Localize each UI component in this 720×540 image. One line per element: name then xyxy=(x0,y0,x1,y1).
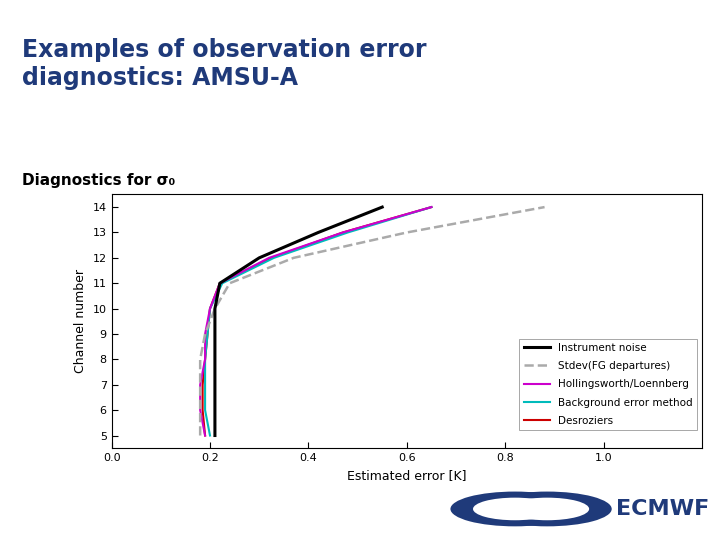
Stdev(FG departures) xyxy=(402,229,411,235)
Instrument noise xyxy=(314,229,323,235)
Instrument noise xyxy=(210,432,219,438)
Stdev(FG departures) xyxy=(540,204,549,210)
Instrument noise xyxy=(210,356,219,363)
X-axis label: Estimated error [K]: Estimated error [K] xyxy=(347,469,467,482)
Instrument noise xyxy=(215,280,224,286)
Hollingsworth/Loennberg xyxy=(265,254,274,261)
Desroziers xyxy=(201,432,210,438)
Stdev(FG departures) xyxy=(225,280,234,286)
Stdev(FG departures) xyxy=(196,356,204,363)
Instrument noise xyxy=(210,407,219,414)
Desroziers xyxy=(198,381,207,388)
Hollingsworth/Loennberg xyxy=(196,407,204,414)
Line: Stdev(FG departures): Stdev(FG departures) xyxy=(200,207,544,435)
Hollingsworth/Loennberg xyxy=(201,330,210,337)
Line: Background error method: Background error method xyxy=(205,207,431,435)
Text: Examples of observation error
diagnostics: AMSU-A: Examples of observation error diagnostic… xyxy=(22,38,426,90)
Stdev(FG departures) xyxy=(196,407,204,414)
Desroziers xyxy=(206,305,215,312)
Background error method xyxy=(206,305,215,312)
Desroziers xyxy=(198,407,207,414)
Y-axis label: Channel number: Channel number xyxy=(74,269,87,373)
Circle shape xyxy=(473,498,557,520)
Stdev(FG departures) xyxy=(201,330,210,337)
Desroziers xyxy=(338,229,347,235)
Background error method xyxy=(203,330,212,337)
Stdev(FG departures) xyxy=(196,381,204,388)
Hollingsworth/Loennberg xyxy=(206,305,215,312)
Background error method xyxy=(201,356,210,363)
Background error method xyxy=(427,204,436,210)
Line: Instrument noise: Instrument noise xyxy=(215,207,382,435)
Instrument noise xyxy=(210,305,219,312)
Circle shape xyxy=(451,491,580,526)
Circle shape xyxy=(482,491,612,526)
Desroziers xyxy=(267,254,276,261)
Line: Desroziers: Desroziers xyxy=(202,207,431,435)
Polygon shape xyxy=(482,500,534,540)
Text: Diagnostics for σ₀: Diagnostics for σ₀ xyxy=(22,173,175,188)
Instrument noise xyxy=(378,204,387,210)
Hollingsworth/Loennberg xyxy=(201,432,210,438)
Desroziers xyxy=(201,356,210,363)
Instrument noise xyxy=(210,381,219,388)
Background error method xyxy=(201,381,210,388)
Hollingsworth/Loennberg xyxy=(338,229,347,235)
Background error method xyxy=(270,254,279,261)
Hollingsworth/Loennberg xyxy=(215,280,224,286)
Instrument noise xyxy=(210,330,219,337)
Stdev(FG departures) xyxy=(196,432,204,438)
Desroziers xyxy=(203,330,212,337)
Text: ECMWF: ECMWF xyxy=(616,499,710,519)
Stdev(FG departures) xyxy=(289,254,298,261)
Background error method xyxy=(201,407,210,414)
Hollingsworth/Loennberg xyxy=(201,356,210,363)
Stdev(FG departures) xyxy=(210,305,219,312)
Hollingsworth/Loennberg xyxy=(427,204,436,210)
Circle shape xyxy=(505,498,589,520)
Desroziers xyxy=(215,280,224,286)
Desroziers xyxy=(427,204,436,210)
Legend: Instrument noise, Stdev(FG departures), Hollingsworth/Loennberg, Background erro: Instrument noise, Stdev(FG departures), … xyxy=(519,339,697,430)
Line: Hollingsworth/Loennberg: Hollingsworth/Loennberg xyxy=(200,207,431,435)
Background error method xyxy=(218,280,227,286)
Hollingsworth/Loennberg xyxy=(196,381,204,388)
Background error method xyxy=(343,229,352,235)
Background error method xyxy=(206,432,215,438)
Instrument noise xyxy=(255,254,264,261)
Text: NWP SAF training course 2016: Observation errors: NWP SAF training course 2016: Observatio… xyxy=(16,515,279,525)
